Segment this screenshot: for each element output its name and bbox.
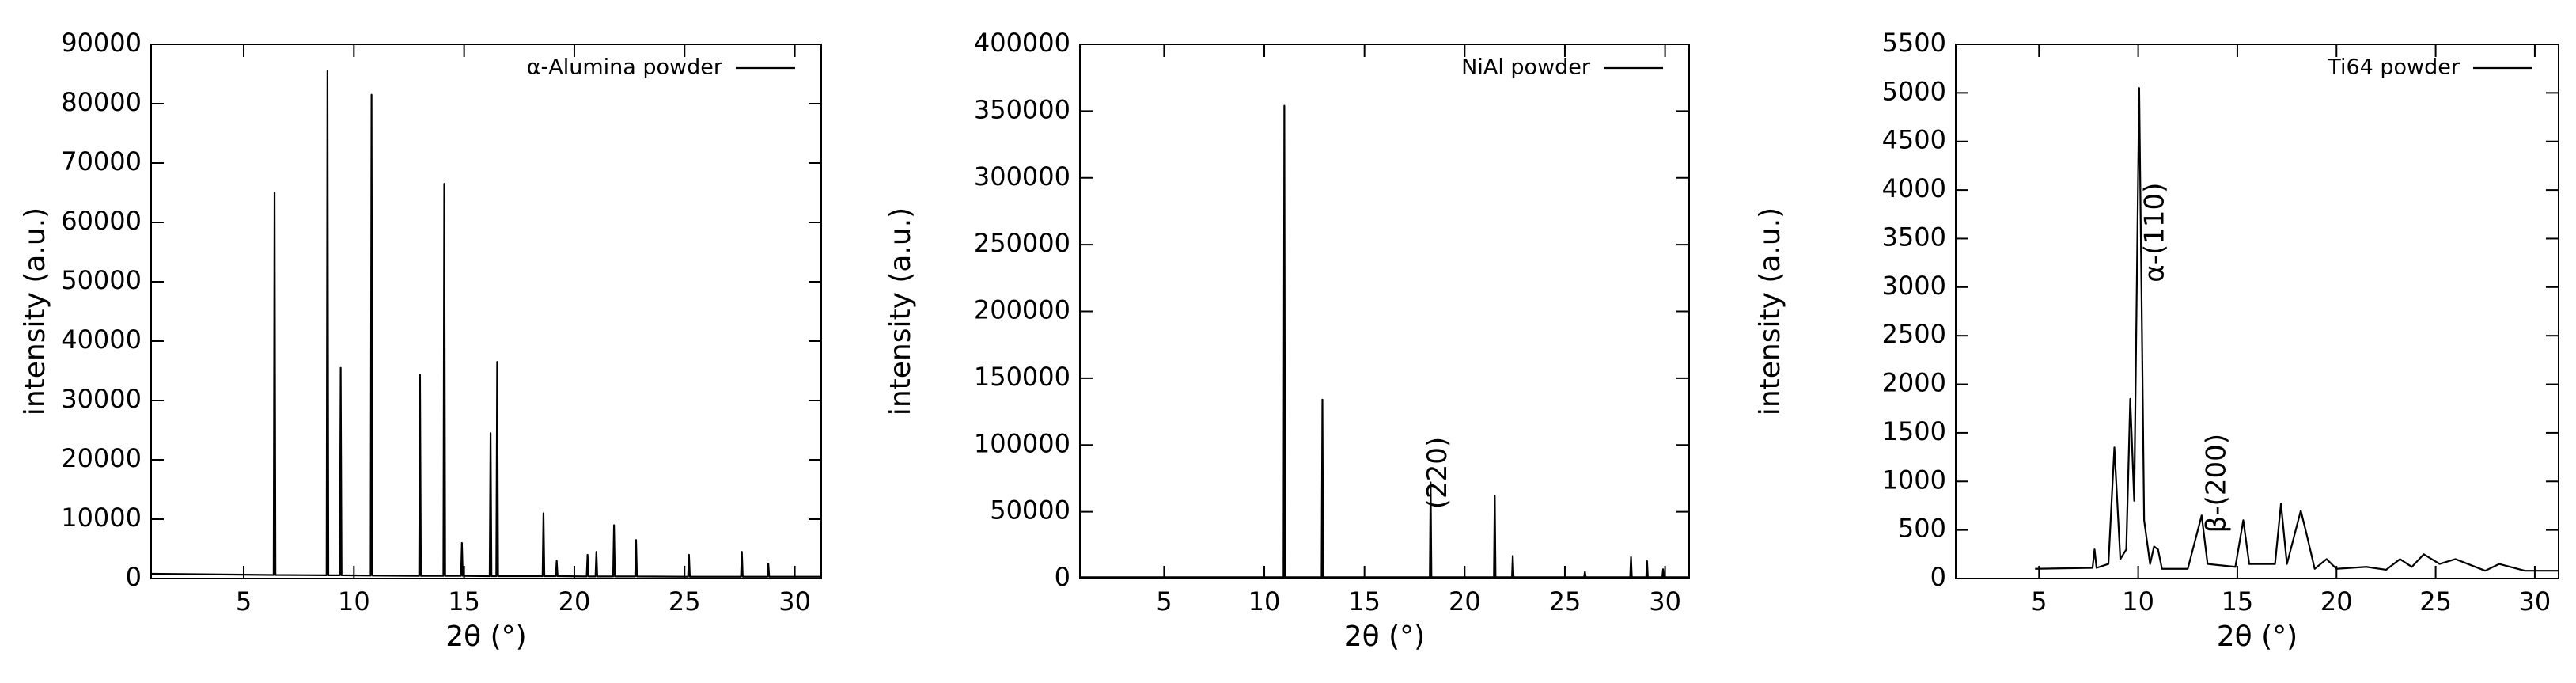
x-axis-label: 2θ (°) [2217,620,2298,653]
annotation: β-(200) [2200,434,2232,533]
x-tick-label: 10 [338,586,370,617]
y-tick-label: 100000 [974,428,1070,458]
x-tick-label: 5 [236,586,252,617]
x-axis-label: 2θ (°) [1344,620,1425,653]
y-tick-label: 350000 [974,94,1070,124]
x-tick-label: 5 [1156,586,1172,617]
x-tick-label: 30 [778,586,811,617]
x-axis-label: 2θ (°) [445,620,526,653]
y-tick-label: 500 [1898,514,1946,544]
annotation: (220) [1422,437,1453,509]
y-tick-label: 1000 [1882,465,1946,495]
y-tick-label: 50000 [61,265,142,295]
x-tick-label: 10 [1248,586,1281,617]
legend-label: α-Alumina powder [527,55,723,80]
y-tick-label: 5500 [1882,28,1946,58]
x-tick-label: 30 [2519,586,2551,617]
x-tick-label: 20 [559,586,591,617]
y-tick-label: 60000 [61,206,142,236]
y-tick-label: 300000 [974,161,1070,192]
y-tick-label: 3000 [1882,271,1946,301]
x-tick-label: 25 [1549,586,1582,617]
y-axis-label: intensity (a.u.) [885,207,917,415]
x-tick-label: 30 [1649,586,1681,617]
x-tick-label: 15 [448,586,480,617]
y-tick-label: 2500 [1882,319,1946,349]
legend-label: Ti64 powder [2327,55,2460,80]
y-tick-label: 30000 [61,384,142,414]
series-line [2035,87,2559,572]
series-line [150,70,821,578]
plot-frame [1079,44,1690,579]
y-tick-label: 1500 [1882,416,1946,446]
x-tick-label: 20 [2320,586,2353,617]
x-tick-label: 25 [669,586,701,617]
y-tick-label: 50000 [990,495,1070,526]
y-axis-label: intensity (a.u.) [19,207,51,415]
y-tick-label: 2000 [1882,368,1946,398]
y-tick-label: 0 [1055,562,1070,592]
y-tick-label: 400000 [974,28,1070,58]
y-tick-label: 0 [1930,562,1946,592]
legend-label: NiAl powder [1461,55,1591,80]
annotation: α-(110) [2139,183,2171,283]
x-tick-label: 5 [2031,586,2047,617]
y-tick-label: 40000 [61,324,142,355]
y-axis-label: intensity (a.u.) [1754,207,1786,415]
y-tick-label: 4500 [1882,125,1946,155]
series-line [1080,104,1689,579]
y-tick-label: 80000 [61,87,142,117]
x-tick-label: 15 [2222,586,2254,617]
x-tick-label: 20 [1449,586,1481,617]
y-tick-label: 150000 [974,362,1070,392]
y-tick-label: 10000 [61,503,142,533]
x-tick-label: 15 [1348,586,1381,617]
x-tick-label: 10 [2122,586,2154,617]
plot-frame [150,44,822,579]
y-tick-label: 250000 [974,228,1070,258]
y-tick-label: 3500 [1882,222,1946,252]
y-tick-label: 200000 [974,295,1070,325]
x-tick-label: 25 [2419,586,2452,617]
y-tick-label: 70000 [61,146,142,176]
plot-frame [1955,44,2559,579]
y-tick-label: 4000 [1882,173,1946,203]
y-tick-label: 90000 [61,28,142,58]
y-tick-label: 0 [126,562,142,592]
y-tick-label: 20000 [61,443,142,473]
y-tick-label: 5000 [1882,76,1946,106]
